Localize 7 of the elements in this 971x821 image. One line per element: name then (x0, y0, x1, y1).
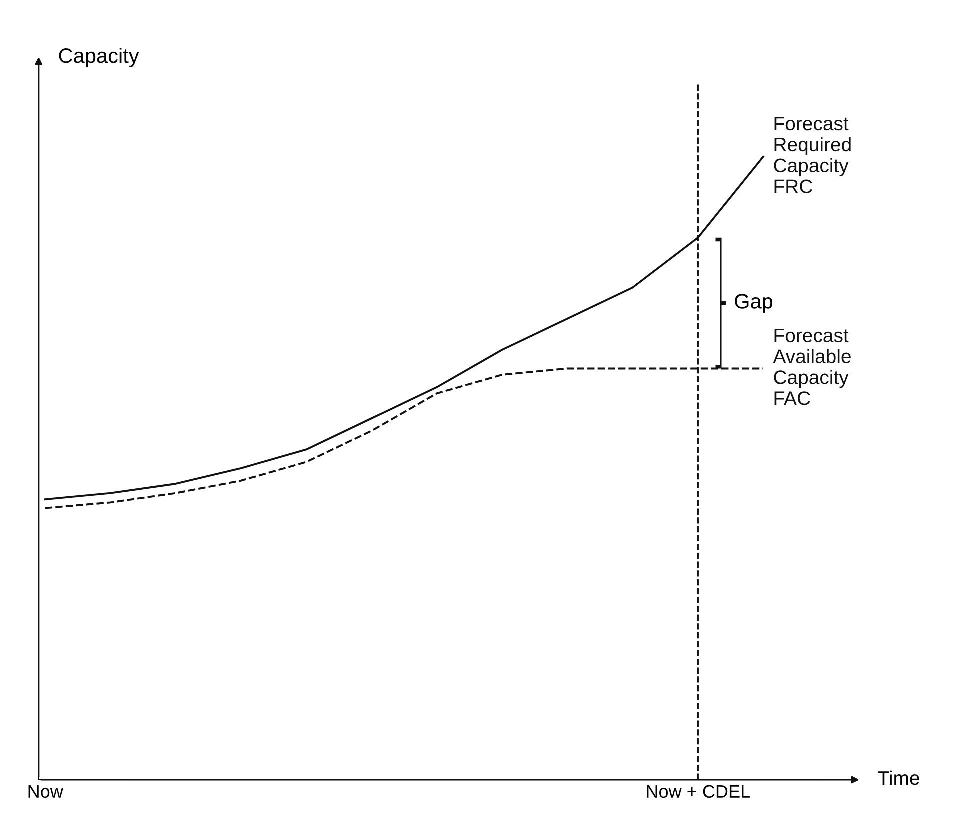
series-label: Forecast Required Capacity FRC (774, 117, 851, 194)
x-tick-label: Now (28, 785, 64, 798)
x-tick-label: Now + CDEL (647, 785, 750, 798)
x-axis-title: Time (878, 770, 920, 786)
annotation: Gap (735, 294, 773, 314)
series-label: Forecast Available Capacity FAC (773, 328, 851, 406)
y-axis-title: Capacity (59, 48, 140, 68)
